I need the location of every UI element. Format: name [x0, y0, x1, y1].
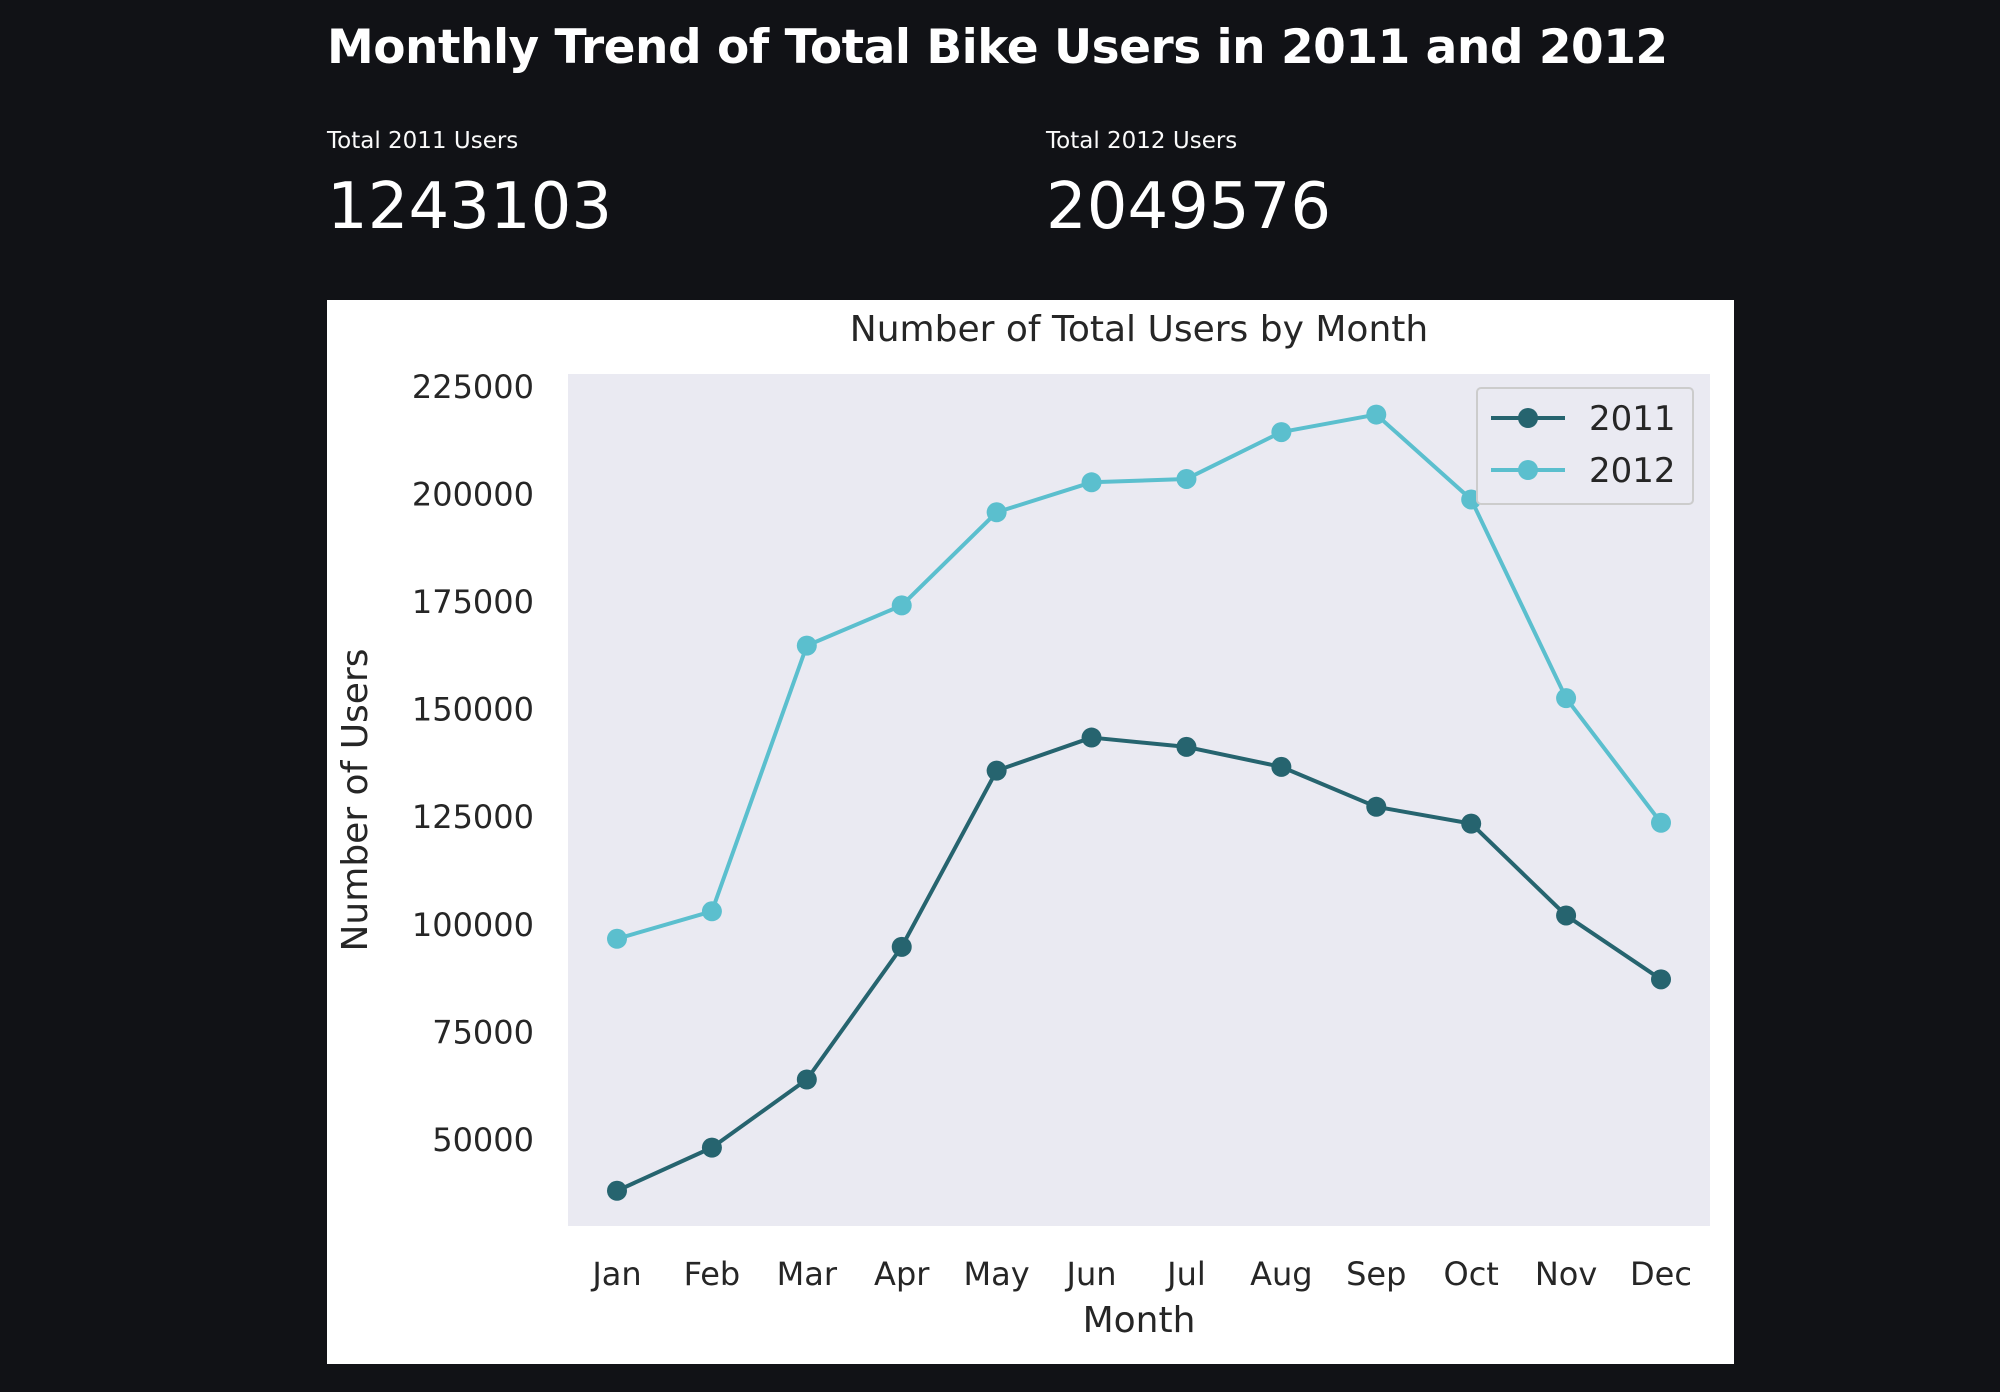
series-line	[615, 735, 1663, 1193]
data-point	[1556, 688, 1577, 709]
x-tick-label: Jun	[1065, 1255, 1117, 1293]
legend-item: 2012	[1491, 451, 1676, 491]
y-tick-label: 75000	[432, 1013, 534, 1051]
data-point	[1366, 796, 1387, 817]
y-tick-label: 50000	[432, 1121, 534, 1159]
data-point	[1176, 468, 1197, 489]
series-line	[615, 412, 1663, 941]
chart-title: Number of Total Users by Month	[850, 309, 1428, 350]
metric-total-2012: Total 2012 Users 2049576	[1046, 128, 1331, 244]
legend-label: 2011	[1589, 399, 1676, 439]
x-tick-label: May	[964, 1255, 1030, 1293]
data-point	[701, 1137, 722, 1158]
legend-label: 2012	[1589, 451, 1676, 491]
legend: 2011 2012	[1476, 387, 1694, 505]
data-point	[796, 635, 817, 656]
x-tick-label: Nov	[1535, 1255, 1597, 1293]
data-point	[891, 936, 912, 957]
chart-card: Number of Total Users by Month Month Num…	[327, 300, 1734, 1364]
data-point	[1081, 472, 1102, 493]
series-layer	[607, 404, 1671, 1201]
data-point	[1556, 905, 1577, 926]
y-tick-label: 200000	[412, 475, 534, 513]
y-axis-ticks: 50000 75000 100000 125000 150000 175000 200000…	[412, 368, 534, 1159]
data-point	[607, 928, 627, 949]
metric-label: Total 2012 Users	[1046, 128, 1238, 154]
x-tick-label: Sep	[1346, 1255, 1406, 1293]
x-tick-label: Feb	[684, 1255, 741, 1293]
metric-total-2011: Total 2011 Users 1243103	[327, 128, 612, 244]
data-point	[1271, 422, 1292, 443]
data-point	[701, 901, 722, 922]
data-point	[796, 1069, 817, 1090]
data-point	[1461, 813, 1482, 834]
data-point	[1651, 969, 1671, 990]
legend-item: 2011	[1491, 399, 1676, 439]
x-axis-label: Month	[1083, 1300, 1196, 1341]
plot-area	[568, 374, 1710, 1226]
page-title: Monthly Trend of Total Bike Users in 201…	[327, 20, 1668, 75]
y-tick-label: 100000	[412, 906, 534, 944]
y-axis-label: Number of Users	[335, 648, 376, 951]
x-tick-label: Jul	[1165, 1255, 1206, 1293]
x-axis-ticks: Jan Feb Mar Apr May Jun Jul Aug Sep Oct Nov Dec	[590, 1255, 1692, 1293]
data-point	[1176, 736, 1197, 757]
metric-value: 1243103	[327, 170, 613, 244]
y-tick-label: 225000	[412, 368, 534, 406]
line-chart: Number of Total Users by Month Month Num…	[335, 309, 1710, 1341]
x-tick-label: Apr	[874, 1255, 930, 1293]
metric-label: Total 2011 Users	[327, 128, 519, 154]
data-point	[891, 595, 912, 616]
series-2011	[607, 727, 1671, 1201]
data-point	[1081, 727, 1102, 748]
y-tick-label: 175000	[412, 583, 534, 621]
y-tick-label: 150000	[412, 691, 534, 729]
x-tick-label: Mar	[777, 1255, 838, 1293]
data-point	[607, 1180, 627, 1201]
x-tick-label: Oct	[1444, 1255, 1499, 1293]
data-point	[1651, 812, 1671, 833]
data-point	[1271, 756, 1292, 777]
data-point	[1366, 404, 1387, 425]
data-point	[986, 760, 1007, 781]
metric-value: 2049576	[1046, 170, 1332, 244]
y-tick-label: 125000	[412, 798, 534, 836]
x-tick-label: Aug	[1250, 1255, 1312, 1293]
data-point	[986, 502, 1007, 523]
x-tick-label: Dec	[1630, 1255, 1692, 1293]
x-tick-label: Jan	[590, 1255, 641, 1293]
